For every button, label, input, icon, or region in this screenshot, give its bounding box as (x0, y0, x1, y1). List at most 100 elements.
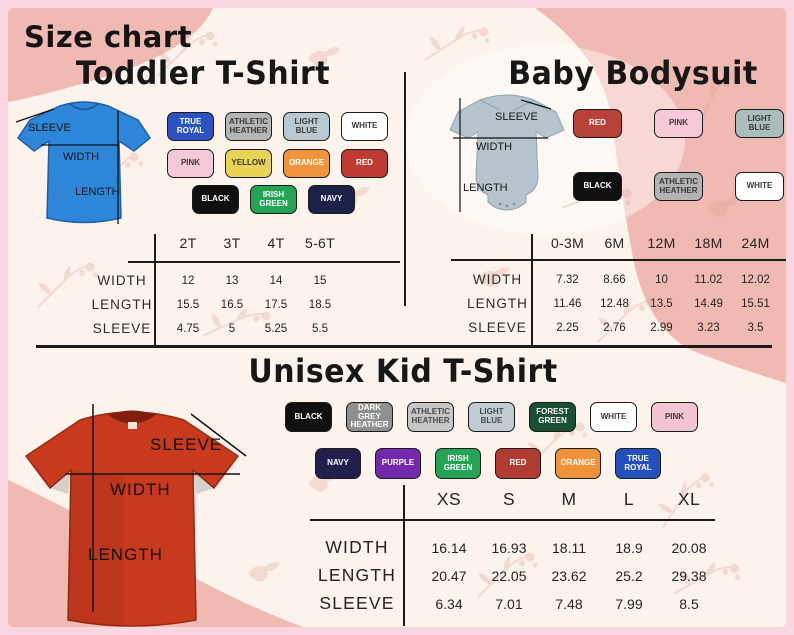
unisex-length-row: LENGTH 20.47 22.05 23.62 25.2 29.38 (310, 565, 719, 586)
unisex-table-label-rule (403, 485, 405, 626)
size-column-header: XS (436, 489, 462, 509)
sleeve-measure-line (15, 108, 55, 123)
toddler-sleeve-row: SLEEVE 4.75 5 5.25 5.5 (78, 321, 342, 336)
size-column-header: 12M (647, 235, 676, 251)
measurement-value: 5.25 (264, 322, 288, 335)
baby-length-row: LENGTH 11.46 12.48 13.5 14.49 15.51 (451, 296, 779, 311)
color-swatch-light-blue: LIGHT BLUE (283, 112, 330, 141)
color-swatch-navy: NAVY (315, 448, 361, 479)
shirt-collar (108, 410, 156, 424)
shirt-shadow (193, 470, 214, 494)
size-column-header: XL (677, 489, 701, 509)
measurement-value: 8.66 (603, 273, 626, 286)
color-swatch-athletic-heather: ATHLETIC HEATHER (654, 172, 703, 201)
measurement-value: 20.47 (431, 567, 467, 584)
sleeve-measure-line (190, 413, 247, 457)
measurement-value: 7.48 (555, 595, 583, 612)
diagram-label-length: LENGTH (463, 182, 508, 194)
shirt-shadow (68, 470, 124, 627)
size-column-header: 0-3M (550, 235, 585, 251)
measurement-value: 8.5 (679, 595, 699, 612)
measurement-value: 6.34 (435, 595, 463, 612)
measurement-value: 7.32 (556, 273, 579, 286)
baby-size-header-row: 0-3M 6M 12M 18M 24M (451, 235, 779, 251)
diagram-label-sleeve: SLEEVE (495, 111, 538, 123)
size-column-header: 5-6T (305, 235, 335, 251)
measurement-value: 25.2 (615, 567, 643, 584)
measurement-value: 15.5 (176, 298, 200, 311)
toddler-table-label-rule (154, 234, 156, 346)
size-column-header: S (502, 489, 516, 509)
measurement-value: 5 (228, 322, 236, 335)
color-swatch-irish-green: IRISH GREEN (250, 185, 297, 214)
diagram-label-length: LENGTH (75, 186, 120, 198)
color-swatch-pink: PINK (167, 149, 214, 178)
bodysuit-snap (498, 202, 502, 206)
color-swatch-athletic-heather: ATHLETIC HEATHER (225, 112, 272, 141)
baby-swatch-row-2: BLACK ATHLETIC HEATHER WHITE (573, 172, 784, 201)
diagram-label-sleeve: SLEEVE (28, 122, 71, 134)
measurement-value: 13 (225, 274, 239, 287)
color-swatch-black: BLACK (285, 402, 332, 432)
color-swatch-white: WHITE (341, 112, 388, 141)
size-column-header: 4T (267, 235, 285, 251)
toddler-shirt-neck (69, 103, 99, 111)
bodysuit-shape (449, 94, 565, 211)
color-swatch-pink: PINK (654, 109, 703, 138)
color-swatch-black: BLACK (573, 172, 622, 201)
measurement-row-label: WIDTH (472, 272, 523, 287)
measurement-value: 13.5 (650, 297, 673, 310)
color-swatch-red: RED (573, 109, 622, 138)
section-title-baby: Baby Bodysuit (508, 54, 758, 93)
measurement-row-label: WIDTH (97, 273, 147, 288)
measurement-value: 16.5 (220, 298, 244, 311)
baby-table-header-rule (451, 259, 786, 261)
measurement-value: 18.5 (308, 298, 332, 311)
diagram-label-length: LENGTH (88, 545, 163, 564)
color-swatch-orange: ORANGE (283, 149, 330, 178)
section-title-unisex: Unisex Kid T-Shirt (248, 352, 558, 391)
toddler-shirt-shape (16, 101, 152, 224)
measurement-value: 2.25 (556, 321, 579, 334)
color-swatch-true-royal: TRUE ROYAL (615, 448, 661, 479)
measurement-value: 18.9 (615, 539, 643, 556)
content-canvas: Size chart Toddler T-Shirt Baby Bodysuit… (8, 8, 786, 627)
unisex-table-header-rule (310, 519, 715, 521)
size-column-header: 6M (604, 235, 625, 251)
measurement-value: 14.49 (694, 297, 723, 310)
toddler-width-row: WIDTH 12 13 14 15 (78, 273, 342, 288)
measurement-value: 15.51 (741, 297, 770, 310)
measurement-value: 16.14 (431, 539, 467, 556)
measurement-value: 2.76 (603, 321, 626, 334)
diagram-label-width: WIDTH (110, 480, 171, 499)
color-swatch-forest-green: FOREST GREEN (529, 402, 576, 432)
color-swatch-pink: PINK (651, 402, 698, 432)
color-swatch-irish-green: IRISH GREEN (435, 448, 481, 479)
size-column-header: 18M (694, 235, 723, 251)
measurement-value: 7.99 (615, 595, 643, 612)
color-swatch-black: BLACK (192, 185, 239, 214)
measurement-value: 15 (313, 274, 327, 287)
baby-sleeve-row: SLEEVE 2.25 2.76 2.99 3.23 3.5 (451, 320, 779, 335)
page-title: Size chart (24, 20, 193, 54)
measurement-value: 29.38 (671, 567, 707, 584)
shirt-shadow (50, 470, 71, 494)
unisex-swatch-row-2: NAVY PURPLE IRISH GREEN RED ORANGE TRUE … (315, 448, 661, 479)
color-swatch-true-royal: TRUE ROYAL (167, 112, 214, 141)
toddler-swatch-row-2: PINK YELLOW ORANGE RED (167, 149, 388, 178)
measurement-row-label: LENGTH (317, 565, 397, 585)
bodysuit-snap (512, 202, 516, 206)
color-swatch-athletic-heather: ATHLETIC HEATHER (407, 402, 454, 432)
diagram-label-width: WIDTH (476, 141, 512, 153)
bodysuit-snap (505, 204, 509, 208)
diagram-label-width: WIDTH (63, 151, 99, 163)
color-swatch-white: WHITE (735, 172, 784, 201)
measurement-value: 5.5 (312, 322, 328, 335)
measurement-row-label: LENGTH (467, 296, 528, 311)
measurement-value: 2.99 (650, 321, 673, 334)
blob-top-left (8, 8, 213, 102)
measurement-value: 3.5 (747, 321, 764, 334)
baby-table-label-rule (531, 234, 533, 346)
color-swatch-red: RED (495, 448, 541, 479)
color-swatch-dark-grey-heather: DARK GREY HEATHER (346, 402, 393, 432)
